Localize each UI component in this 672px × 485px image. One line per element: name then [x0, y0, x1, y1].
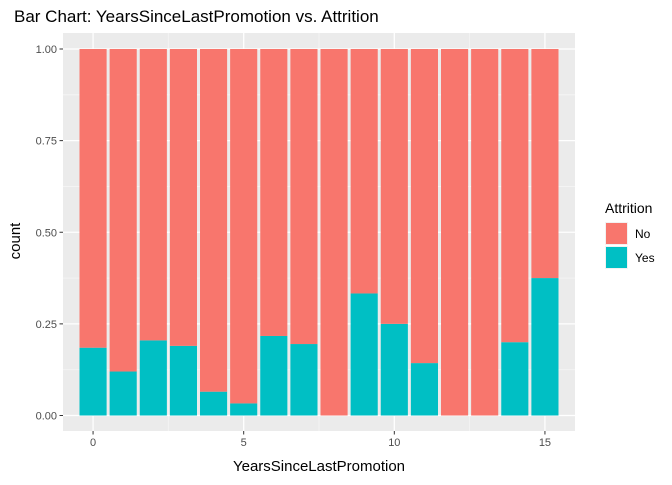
- x-tick-label: 10: [388, 437, 400, 449]
- y-tick-label: 1.00: [36, 44, 57, 56]
- y-axis: 0.00 0.25 0.50 0.75 1.00: [36, 44, 63, 423]
- bar-yes-10: [380, 323, 408, 416]
- y-tick-label: 0.00: [36, 411, 57, 423]
- bar-no-2: [139, 49, 167, 341]
- bar-yes-11: [410, 363, 438, 416]
- bar-yes-2: [139, 340, 167, 416]
- bar-yes-1: [109, 371, 137, 416]
- bar-no-12: [441, 49, 469, 416]
- x-axis-label: YearsSinceLastPromotion: [233, 458, 405, 475]
- bar-yes-6: [260, 335, 288, 416]
- bars-layer: [79, 49, 559, 416]
- bar-no-6: [260, 49, 288, 336]
- legend-label-no: No: [635, 227, 651, 241]
- legend: Attrition No Yes: [605, 200, 655, 269]
- bar-yes-5: [230, 403, 258, 416]
- chart-title: Bar Chart: YearsSinceLastPromotion vs. A…: [14, 7, 379, 26]
- x-tick-label: 0: [90, 437, 96, 449]
- legend-swatch-yes: [606, 247, 627, 268]
- y-tick-label: 0.50: [36, 227, 57, 239]
- y-tick-label: 0.25: [36, 319, 57, 331]
- bar-no-14: [501, 49, 529, 343]
- bar-yes-3: [169, 345, 197, 416]
- legend-label-yes: Yes: [635, 251, 655, 265]
- bar-no-3: [169, 49, 197, 346]
- bar-no-4: [200, 49, 228, 392]
- bar-yes-4: [200, 391, 228, 416]
- bar-no-13: [471, 49, 499, 416]
- bar-no-1: [109, 49, 137, 372]
- bar-yes-0: [79, 347, 107, 416]
- bar-no-5: [230, 49, 258, 404]
- bar-yes-14: [501, 342, 529, 416]
- y-tick-label: 0.75: [36, 136, 57, 148]
- bar-no-15: [531, 49, 559, 279]
- bar-no-7: [290, 49, 318, 345]
- bar-no-9: [350, 49, 378, 294]
- bar-no-11: [410, 49, 438, 364]
- bar-no-10: [380, 49, 408, 324]
- legend-title: Attrition: [605, 200, 652, 216]
- bar-yes-7: [290, 344, 318, 416]
- bar-yes-9: [350, 293, 378, 416]
- bar-yes-15: [531, 278, 559, 416]
- x-tick-label: 5: [241, 437, 247, 449]
- y-axis-label: count: [7, 222, 24, 260]
- bar-no-0: [79, 49, 107, 348]
- x-tick-label: 15: [539, 437, 551, 449]
- bar-no-8: [320, 49, 348, 416]
- x-axis: 0 5 10 15: [90, 431, 551, 449]
- legend-swatch-no: [606, 223, 627, 244]
